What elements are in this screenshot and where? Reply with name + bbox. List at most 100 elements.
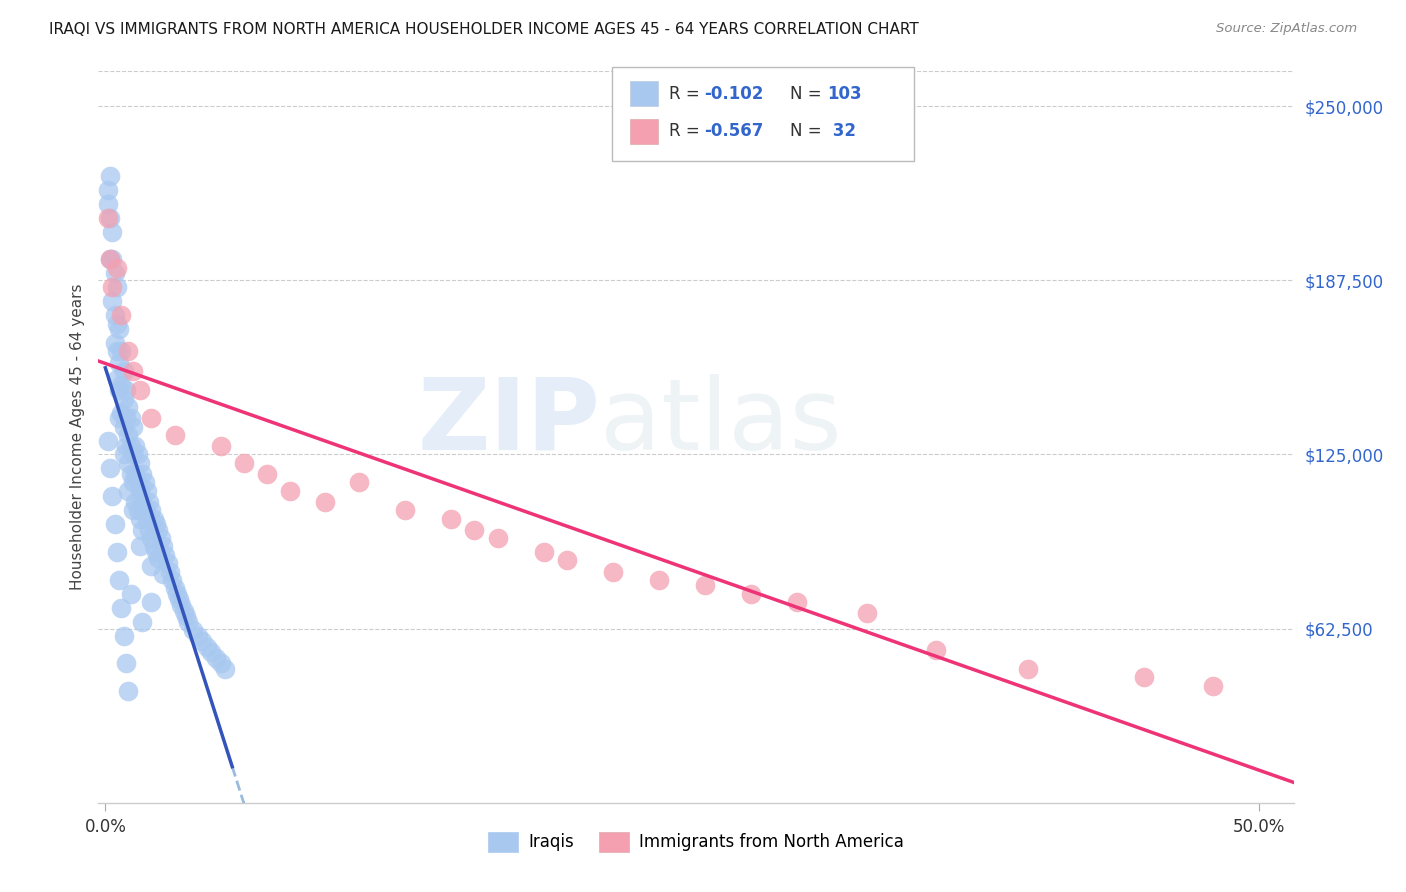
Point xyxy=(117,428,139,442)
Point xyxy=(124,439,146,453)
Point xyxy=(105,372,128,386)
Point xyxy=(117,456,139,470)
Point xyxy=(129,483,152,498)
Point xyxy=(98,169,121,183)
Point xyxy=(195,640,218,654)
Point xyxy=(278,483,301,498)
Point xyxy=(98,211,121,225)
Point xyxy=(117,344,139,359)
Point xyxy=(214,662,236,676)
Point xyxy=(122,448,145,462)
Point xyxy=(135,483,157,498)
Point xyxy=(105,280,128,294)
Point xyxy=(314,495,336,509)
Point xyxy=(555,553,578,567)
Legend: Iraqis, Immigrants from North America: Iraqis, Immigrants from North America xyxy=(479,823,912,860)
Point xyxy=(173,603,195,617)
Point xyxy=(105,260,128,275)
Point xyxy=(152,567,174,582)
Point xyxy=(124,495,146,509)
Point xyxy=(103,336,125,351)
Point xyxy=(1202,679,1225,693)
Text: ZIP: ZIP xyxy=(418,374,600,471)
Point xyxy=(855,607,877,621)
Point xyxy=(209,657,232,671)
Point xyxy=(602,565,624,579)
Point xyxy=(115,384,138,398)
Point xyxy=(120,439,142,453)
Point xyxy=(129,540,152,554)
Point xyxy=(149,531,172,545)
Point xyxy=(256,467,278,481)
Point xyxy=(127,448,149,462)
Point xyxy=(786,595,808,609)
Point xyxy=(131,523,153,537)
Point xyxy=(103,266,125,280)
Text: R =: R = xyxy=(669,122,706,140)
Point xyxy=(486,531,509,545)
Point xyxy=(98,461,121,475)
Point xyxy=(135,511,157,525)
Text: 32: 32 xyxy=(827,122,856,140)
Point xyxy=(129,511,152,525)
Point xyxy=(129,456,152,470)
Text: R =: R = xyxy=(669,85,706,103)
Point xyxy=(141,558,163,573)
Point xyxy=(394,503,416,517)
Point xyxy=(120,411,142,425)
Point xyxy=(127,503,149,517)
Point xyxy=(148,523,170,537)
Point xyxy=(141,531,163,545)
Point xyxy=(187,629,209,643)
Point xyxy=(97,196,120,211)
Point xyxy=(648,573,671,587)
Point xyxy=(122,419,145,434)
Point xyxy=(695,578,717,592)
Text: N =: N = xyxy=(790,122,827,140)
Point xyxy=(110,344,132,359)
Point xyxy=(117,400,139,414)
Point xyxy=(122,503,145,517)
Text: atlas: atlas xyxy=(600,374,842,471)
Point xyxy=(181,623,204,637)
Point xyxy=(120,587,142,601)
Point xyxy=(191,634,214,648)
Text: -0.102: -0.102 xyxy=(704,85,763,103)
Point xyxy=(209,439,232,453)
Point xyxy=(1017,662,1039,676)
Point xyxy=(166,587,188,601)
Point xyxy=(97,434,120,448)
Point xyxy=(112,419,135,434)
Point xyxy=(232,456,254,470)
Point xyxy=(162,573,184,587)
Point xyxy=(97,211,120,225)
Text: IRAQI VS IMMIGRANTS FROM NORTH AMERICA HOUSEHOLDER INCOME AGES 45 - 64 YEARS COR: IRAQI VS IMMIGRANTS FROM NORTH AMERICA H… xyxy=(49,22,920,37)
Point xyxy=(141,503,163,517)
Point xyxy=(112,629,135,643)
Text: 103: 103 xyxy=(827,85,862,103)
Point xyxy=(138,495,160,509)
Point xyxy=(533,545,555,559)
Point xyxy=(115,657,138,671)
Point xyxy=(101,294,124,309)
Point xyxy=(105,545,128,559)
Point xyxy=(120,467,142,481)
Point xyxy=(117,684,139,698)
Point xyxy=(129,384,152,398)
Point xyxy=(155,548,177,562)
Point xyxy=(152,540,174,554)
Point xyxy=(103,308,125,322)
Point xyxy=(200,645,222,659)
Point xyxy=(97,183,120,197)
Point xyxy=(105,344,128,359)
Point xyxy=(112,364,135,378)
Point xyxy=(142,540,165,554)
Point xyxy=(110,406,132,420)
Point xyxy=(131,615,153,629)
Point xyxy=(167,592,190,607)
Y-axis label: Householder Income Ages 45 - 64 years: Householder Income Ages 45 - 64 years xyxy=(69,284,84,591)
Text: N =: N = xyxy=(790,85,827,103)
Point xyxy=(112,392,135,406)
Point xyxy=(101,252,124,267)
Point xyxy=(142,511,165,525)
